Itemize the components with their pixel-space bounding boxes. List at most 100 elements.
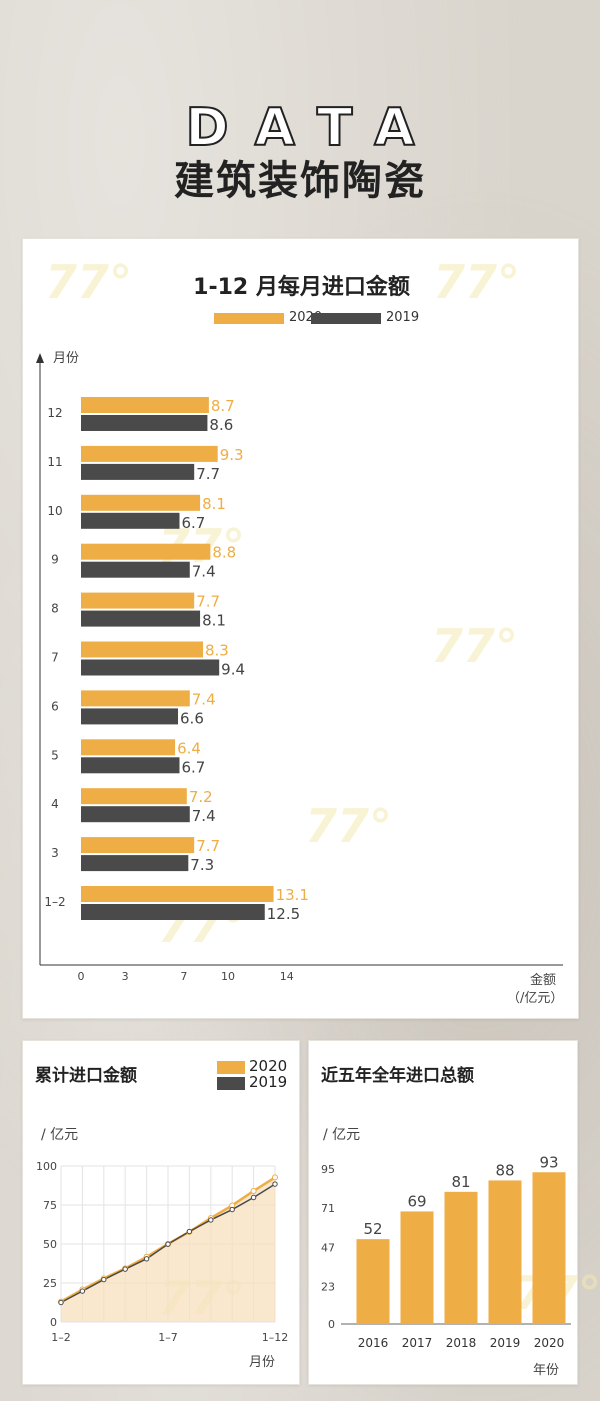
y-tick-label: 3 <box>51 846 59 860</box>
legend-swatch-2020 <box>214 313 284 324</box>
header: DATA 建筑装饰陶瓷 <box>0 98 600 206</box>
point-2019 <box>58 1299 64 1306</box>
y-axis-label: 月份 <box>53 351 79 366</box>
y-tick-label: 8 <box>51 602 59 616</box>
bar-2019 <box>81 806 190 823</box>
bar-2020 <box>81 494 201 511</box>
x-axis-label: 金额 <box>530 972 556 988</box>
data-label-2019: 8.6 <box>209 416 233 434</box>
data-label-2020: 8.8 <box>212 544 236 562</box>
point-2019 <box>229 1206 235 1213</box>
data-label-2019: 6.6 <box>180 709 204 727</box>
data-label-2019: 7.3 <box>190 856 214 874</box>
data-label-2020: 8.7 <box>211 397 235 415</box>
monthly-import-card: 77° 77° 77° 77° 77° 77° 1-12 月每月进口金额 202… <box>22 238 579 1019</box>
yearly-bar-chart: / 亿元 年份 0 23 47 71 95 52 2016 69 2017 81 2018 88 201… <box>321 1127 571 1378</box>
data-label-2020: 9.3 <box>220 446 244 464</box>
y-tick-label: 5 <box>51 748 59 762</box>
point-2019 <box>272 1181 278 1187</box>
cumulative-import-card: 77° 累计进口金额 2020 2019 / 亿元 月份 02550751001… <box>22 1040 300 1385</box>
bar-2020 <box>81 543 211 560</box>
x-axis-label: 月份 <box>249 1355 275 1370</box>
bar-2020 <box>81 886 274 902</box>
bar-2020 <box>81 788 187 805</box>
y-tick-label: 9 <box>51 553 59 567</box>
y-tick-label: 47 <box>321 1241 335 1254</box>
x-tick-label: 7 <box>180 970 187 983</box>
data-label: 81 <box>451 1173 470 1191</box>
bar <box>488 1180 522 1324</box>
data-word: DATA <box>184 98 441 158</box>
x-tick-label: 14 <box>280 970 294 983</box>
bar-2019 <box>81 415 208 431</box>
data-label: 52 <box>363 1220 382 1238</box>
y-tick-label: 100 <box>36 1160 57 1173</box>
point-2020 <box>272 1174 278 1181</box>
point-2019 <box>143 1256 150 1262</box>
bar <box>532 1172 566 1324</box>
cumulative-chart-title: 累计进口金额 <box>35 1066 137 1086</box>
data-label-2020: 13.1 <box>276 886 309 904</box>
data-label-2019: 8.1 <box>202 612 226 630</box>
data-label: 93 <box>539 1153 558 1171</box>
bar-2020 <box>81 690 190 707</box>
bar-2019 <box>81 757 180 774</box>
y-axis-arrow <box>36 353 44 363</box>
bar-2019 <box>81 610 201 627</box>
x-axis-label: 年份 <box>533 1363 559 1378</box>
bar-2020 <box>81 739 176 756</box>
page-title: 建筑装饰陶瓷 <box>174 158 426 204</box>
x-tick-label: 3 <box>122 970 129 983</box>
data-label-2020: 7.7 <box>196 593 220 611</box>
yearly-import-card: 77° 近五年全年进口总额 / 亿元 年份 023477195522016692… <box>308 1040 600 1385</box>
legend-swatch-2019 <box>217 1077 245 1090</box>
x-tick-label: 2016 <box>358 1336 389 1350</box>
y-tick-label: 75 <box>43 1199 57 1212</box>
bar-2019 <box>81 659 220 676</box>
point-2019 <box>122 1266 128 1272</box>
bar <box>356 1239 390 1324</box>
y-tick-label: 7 <box>51 651 59 665</box>
y-tick-label: 95 <box>321 1163 335 1176</box>
x-tick-label: 0 <box>78 970 85 983</box>
bar-2020 <box>81 592 195 609</box>
y-tick-label: 71 <box>321 1202 335 1215</box>
bar-2019 <box>81 904 265 920</box>
monthly-chart-title: 1-12 月每月进口金额 <box>193 275 410 300</box>
x-tick-label: 2018 <box>446 1336 477 1350</box>
legend-label-2019: 2019 <box>386 310 420 325</box>
bar <box>444 1191 478 1324</box>
y-tick-label: 4 <box>51 797 59 811</box>
data-label-2019: 6.7 <box>181 514 205 532</box>
bar-2019 <box>81 855 189 872</box>
bar-2019 <box>81 512 180 529</box>
data-label-2020: 8.1 <box>202 495 226 513</box>
point-2019 <box>79 1288 86 1294</box>
data-label-2019: 9.4 <box>221 661 245 679</box>
y-tick-label: 1–2 <box>44 895 65 909</box>
x-axis-unit: （/亿元） <box>507 991 563 1006</box>
bar-2020 <box>81 641 204 658</box>
legend-label-2020: 2020 <box>249 1057 288 1075</box>
point-2020 <box>250 1187 257 1194</box>
bar <box>400 1211 434 1324</box>
data-label-2019: 7.4 <box>192 563 216 581</box>
yearly-chart-title: 近五年全年进口总额 <box>321 1066 474 1086</box>
data-label-2019: 6.7 <box>181 758 205 776</box>
data-label-2020: 7.4 <box>192 690 216 708</box>
data-label-2020: 7.7 <box>196 837 220 855</box>
x-tick-label: 2020 <box>534 1336 565 1350</box>
y-tick-label: 0 <box>328 1318 335 1331</box>
x-tick-label: 10 <box>221 970 235 983</box>
y-tick-label: 12 <box>47 406 62 420</box>
area-2020 <box>61 1177 275 1322</box>
legend-swatch-2019 <box>311 313 381 324</box>
bar-2019 <box>81 561 190 578</box>
x-tick-label: 1–12 <box>262 1331 289 1344</box>
legend-label-2019: 2019 <box>249 1073 288 1091</box>
bar-2020 <box>81 397 209 413</box>
data-label-2019: 12.5 <box>267 905 300 923</box>
data-label-2020: 8.3 <box>205 642 229 660</box>
point-2019 <box>101 1276 107 1283</box>
